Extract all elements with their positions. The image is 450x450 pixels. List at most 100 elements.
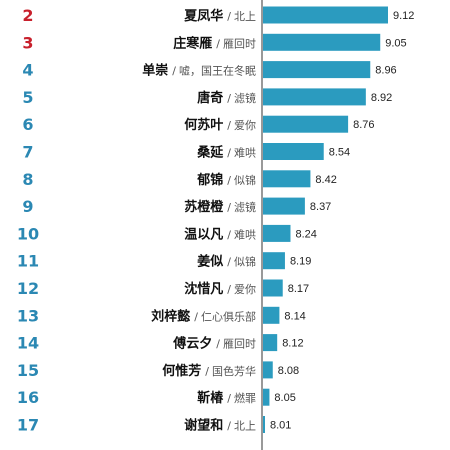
bar bbox=[263, 279, 283, 297]
drama-name: 嘘，国王在冬眠 bbox=[179, 64, 256, 78]
value-label: 8.42 bbox=[315, 174, 336, 186]
rank-number: 9 bbox=[22, 197, 33, 216]
drama-name: 爱你 bbox=[234, 283, 256, 296]
value-label: 8.37 bbox=[310, 201, 331, 213]
actor-name: 沈惜凡 bbox=[184, 281, 223, 297]
label-separator: / bbox=[227, 147, 231, 160]
drama-name: 北上 bbox=[234, 420, 256, 433]
label-separator: / bbox=[194, 310, 198, 323]
drama-name: 难哄 bbox=[234, 228, 256, 241]
bar bbox=[263, 224, 291, 242]
row-label: 郁锦 / 似锦 bbox=[196, 172, 256, 188]
drama-name: 国色芳华 bbox=[212, 364, 256, 378]
value-label: 8.96 bbox=[375, 65, 396, 77]
chart-row: 6 何苏叶 / 爱你 8.76 bbox=[22, 115, 374, 134]
rank-number: 13 bbox=[17, 306, 39, 325]
chart-row: 12 沈惜凡 / 爱你 8.17 bbox=[17, 279, 309, 298]
value-label: 8.76 bbox=[353, 119, 374, 131]
row-label: 苏橙橙 / 滤镜 bbox=[184, 199, 256, 215]
row-label: 靳椿 / 燃罪 bbox=[197, 390, 256, 406]
bar bbox=[263, 143, 324, 160]
bar bbox=[263, 33, 381, 51]
bar bbox=[263, 115, 349, 133]
row-label: 沈惜凡 / 爱你 bbox=[184, 281, 256, 297]
value-label: 8.05 bbox=[274, 392, 295, 404]
bar bbox=[263, 334, 278, 352]
chart-rows: 2 夏凤华 / 北上 9.123 庄寒雁 / 雁回时 9.054 单崇 / 嘘，国王在冬眠 8.965 唐… bbox=[17, 6, 415, 435]
row-label: 夏凤华 / 北上 bbox=[183, 8, 256, 24]
chart-row: 16 靳椿 / 燃罪 8.05 bbox=[17, 388, 296, 407]
rank-number: 2 bbox=[22, 6, 33, 25]
value-label: 8.24 bbox=[295, 228, 316, 240]
row-label: 何苏叶 / 爱你 bbox=[184, 117, 256, 133]
label-separator: / bbox=[227, 119, 231, 132]
chart-row: 9 苏橙橙 / 滤镜 8.37 bbox=[22, 197, 331, 216]
rank-number: 17 bbox=[17, 416, 39, 435]
actor-name: 唐奇 bbox=[197, 90, 223, 106]
rank-number: 5 bbox=[22, 88, 33, 107]
chart-row: 14 傅云夕 / 雁回时 8.12 bbox=[17, 334, 304, 353]
bar bbox=[263, 416, 265, 433]
drama-name: 滤镜 bbox=[234, 200, 256, 214]
value-label: 9.12 bbox=[393, 10, 414, 22]
label-separator: / bbox=[172, 65, 176, 78]
drama-name: 雁回时 bbox=[223, 37, 256, 50]
label-separator: / bbox=[216, 338, 220, 351]
value-label: 9.05 bbox=[385, 37, 406, 49]
actor-name: 何惟芳 bbox=[162, 363, 201, 379]
label-separator: / bbox=[227, 10, 231, 23]
value-label: 8.92 bbox=[371, 92, 392, 104]
row-label: 何惟芳 / 国色芳华 bbox=[162, 363, 256, 379]
value-label: 8.08 bbox=[278, 365, 299, 377]
bar bbox=[263, 88, 366, 106]
row-label: 桑延 / 难哄 bbox=[196, 145, 256, 161]
bar bbox=[263, 61, 371, 79]
drama-name: 雁回时 bbox=[223, 338, 256, 351]
bar bbox=[263, 170, 311, 188]
drama-name: 北上 bbox=[234, 10, 256, 23]
label-separator: / bbox=[227, 201, 231, 214]
bar bbox=[263, 361, 273, 379]
label-separator: / bbox=[227, 92, 231, 105]
actor-name: 温以凡 bbox=[184, 227, 223, 242]
bar bbox=[263, 306, 280, 324]
label-separator: / bbox=[227, 420, 231, 433]
actor-name: 桑延 bbox=[196, 145, 224, 161]
value-label: 8.17 bbox=[288, 283, 309, 295]
actor-name: 刘梓懿 bbox=[151, 308, 190, 324]
actor-name: 姜似 bbox=[197, 254, 223, 270]
value-label: 8.01 bbox=[270, 420, 291, 432]
actor-name: 郁锦 bbox=[196, 172, 223, 188]
rank-number: 3 bbox=[22, 33, 33, 52]
rank-number: 14 bbox=[17, 334, 39, 353]
rank-number: 6 bbox=[22, 115, 33, 134]
chart-row: 2 夏凤华 / 北上 9.12 bbox=[22, 6, 414, 25]
label-separator: / bbox=[216, 37, 220, 50]
value-label: 8.12 bbox=[282, 338, 303, 350]
actor-name: 庄寒雁 bbox=[173, 35, 212, 51]
actor-name: 苏橙橙 bbox=[184, 199, 224, 215]
chart-row: 8 郁锦 / 似锦 8.42 bbox=[22, 170, 336, 189]
chart-row: 5 唐奇 / 滤镜 8.92 bbox=[22, 88, 392, 107]
value-label: 8.54 bbox=[329, 147, 350, 159]
rank-number: 4 bbox=[22, 61, 33, 80]
chart-row: 17 谢望和 / 北上 8.01 bbox=[17, 416, 292, 435]
chart-row: 11 姜似 / 似锦 8.19 bbox=[17, 252, 312, 271]
actor-name: 傅云夕 bbox=[172, 336, 212, 352]
row-label: 庄寒雁 / 雁回时 bbox=[173, 35, 256, 51]
actor-name: 谢望和 bbox=[184, 418, 223, 434]
rank-number: 16 bbox=[17, 388, 39, 407]
chart-row: 13 刘梓懿 / 仁心俱乐部 8.14 bbox=[17, 306, 306, 325]
drama-name: 滤镜 bbox=[234, 91, 256, 105]
chart-row: 15 何惟芳 / 国色芳华 8.08 bbox=[17, 361, 299, 380]
bar bbox=[263, 252, 285, 270]
row-label: 温以凡 / 难哄 bbox=[184, 227, 256, 242]
drama-name: 难哄 bbox=[234, 147, 256, 160]
chart-row: 7 桑延 / 难哄 8.54 bbox=[22, 143, 350, 162]
bar bbox=[263, 197, 305, 215]
row-label: 谢望和 / 北上 bbox=[184, 418, 256, 434]
actor-name: 靳椿 bbox=[197, 390, 224, 406]
label-separator: / bbox=[227, 228, 231, 241]
label-separator: / bbox=[227, 392, 231, 405]
label-separator: / bbox=[227, 256, 231, 269]
